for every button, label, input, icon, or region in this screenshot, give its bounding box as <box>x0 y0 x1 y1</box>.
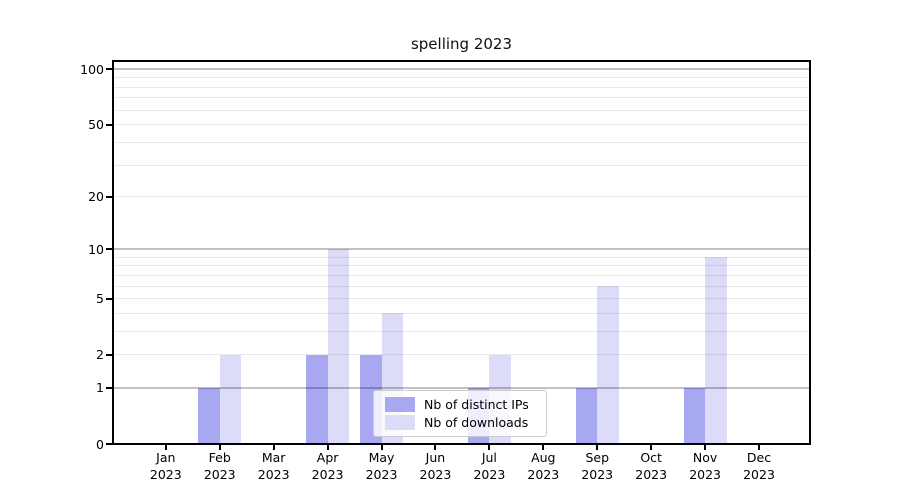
legend: Nb of distinct IPs Nb of downloads <box>373 390 547 437</box>
y-tick-label: 50 <box>88 117 104 133</box>
x-tick-label-year: 2023 <box>149 466 182 482</box>
minor-gridline <box>113 109 810 111</box>
chart-title: spelling 2023 <box>410 35 513 53</box>
y-tick-mark <box>106 123 112 126</box>
y-tick-mark <box>106 297 112 300</box>
x-tick-label: May 2023 <box>352 450 412 483</box>
x-tick-mark <box>434 445 437 450</box>
x-tick-label-year: 2023 <box>689 466 721 482</box>
major-gridline <box>113 248 810 251</box>
x-tick-mark <box>542 445 545 450</box>
x-tick-label-month: Jun <box>425 450 446 465</box>
y-tick-label: 100 <box>80 61 104 77</box>
x-tick-mark <box>164 445 167 450</box>
x-tick-label: Jun 2023 <box>405 450 465 483</box>
legend-label-distinct-ips: Nb of distinct IPs <box>424 397 529 412</box>
y-tick-label: 2 <box>96 347 104 363</box>
x-tick-label-month: Oct <box>640 450 662 465</box>
x-tick-label-year: 2023 <box>365 466 398 482</box>
x-tick-label-month: Mar <box>261 450 286 465</box>
y-tick-label: 5 <box>96 291 104 307</box>
x-tick-label-month: Feb <box>208 450 231 465</box>
x-tick-label: Feb 2023 <box>190 450 250 483</box>
y-tick-mark <box>106 68 112 71</box>
minor-gridline <box>113 77 810 79</box>
minor-gridline <box>113 142 810 144</box>
x-tick-label-year: 2023 <box>311 466 344 482</box>
y-tick-label: 1 <box>96 380 104 396</box>
x-tick-label: Jan 2023 <box>136 450 196 483</box>
x-tick-label-year: 2023 <box>473 466 506 482</box>
y-tick-label: 20 <box>88 189 104 205</box>
x-tick-label-year: 2023 <box>581 466 614 482</box>
bar-distinct-ips-nov <box>683 387 706 444</box>
x-tick-label-year: 2023 <box>743 466 775 482</box>
y-tick-mark <box>106 353 112 356</box>
y-tick-mark <box>106 195 112 198</box>
x-tick-label-year: 2023 <box>527 466 560 482</box>
minor-gridline <box>113 196 810 198</box>
x-tick-mark <box>380 445 383 450</box>
y-tick-label: 10 <box>88 241 104 257</box>
minor-gridline <box>113 164 810 166</box>
x-tick-label: Sep 2023 <box>567 450 627 483</box>
x-tick-label: Jul 2023 <box>459 450 519 483</box>
x-tick-label-year: 2023 <box>635 466 668 482</box>
minor-gridline <box>113 124 810 126</box>
x-tick-label-month: Apr <box>316 450 339 465</box>
x-tick-label-year: 2023 <box>257 466 290 482</box>
x-tick-mark <box>488 445 491 450</box>
x-tick-mark <box>704 445 707 450</box>
x-tick-label-month: Nov <box>692 450 718 465</box>
x-tick-label: Apr 2023 <box>298 450 358 483</box>
bar-distinct-ips-feb <box>198 387 220 444</box>
x-tick-label: Aug 2023 <box>513 450 573 483</box>
x-tick-label-year: 2023 <box>419 466 452 482</box>
x-tick-mark <box>272 445 275 450</box>
y-tick-mark <box>106 248 112 251</box>
x-tick-label-month: May <box>368 450 395 465</box>
x-tick-mark <box>650 445 653 450</box>
bar-downloads-sep <box>597 286 619 444</box>
x-tick-label-year: 2023 <box>203 466 236 482</box>
x-tick-label: Oct 2023 <box>621 450 681 483</box>
minor-gridline <box>113 86 810 88</box>
legend-item-downloads: Nb of downloads <box>385 415 539 430</box>
x-tick-label-month: Jul <box>481 450 497 465</box>
x-tick-label-month: Sep <box>585 450 610 465</box>
legend-label-downloads: Nb of downloads <box>424 415 529 430</box>
legend-item-distinct-ips: Nb of distinct IPs <box>385 397 539 412</box>
bar-downloads-nov <box>705 257 727 444</box>
x-tick-label: Mar 2023 <box>244 450 304 483</box>
y-tick-label: 0 <box>96 436 104 452</box>
x-tick-mark <box>758 445 761 450</box>
bar-downloads-feb <box>219 354 242 444</box>
legend-swatch-downloads <box>385 415 415 430</box>
x-tick-mark <box>596 445 599 450</box>
x-tick-label-month: Dec <box>746 450 772 465</box>
x-tick-label: Dec 2023 <box>729 450 789 483</box>
x-tick-label: Nov 2023 <box>675 450 735 483</box>
bar-distinct-ips-sep <box>575 387 598 444</box>
x-tick-label-month: Aug <box>531 450 556 465</box>
x-tick-mark <box>218 445 221 450</box>
y-tick-mark <box>106 386 112 389</box>
bar-distinct-ips-apr <box>306 354 328 444</box>
y-tick-mark <box>106 443 112 445</box>
bar-downloads-apr <box>327 249 350 444</box>
legend-swatch-distinct-ips <box>385 397 415 412</box>
x-tick-label-month: Jan <box>156 450 176 465</box>
major-gridline <box>113 68 810 71</box>
x-tick-mark <box>326 445 329 450</box>
minor-gridline <box>113 97 810 99</box>
